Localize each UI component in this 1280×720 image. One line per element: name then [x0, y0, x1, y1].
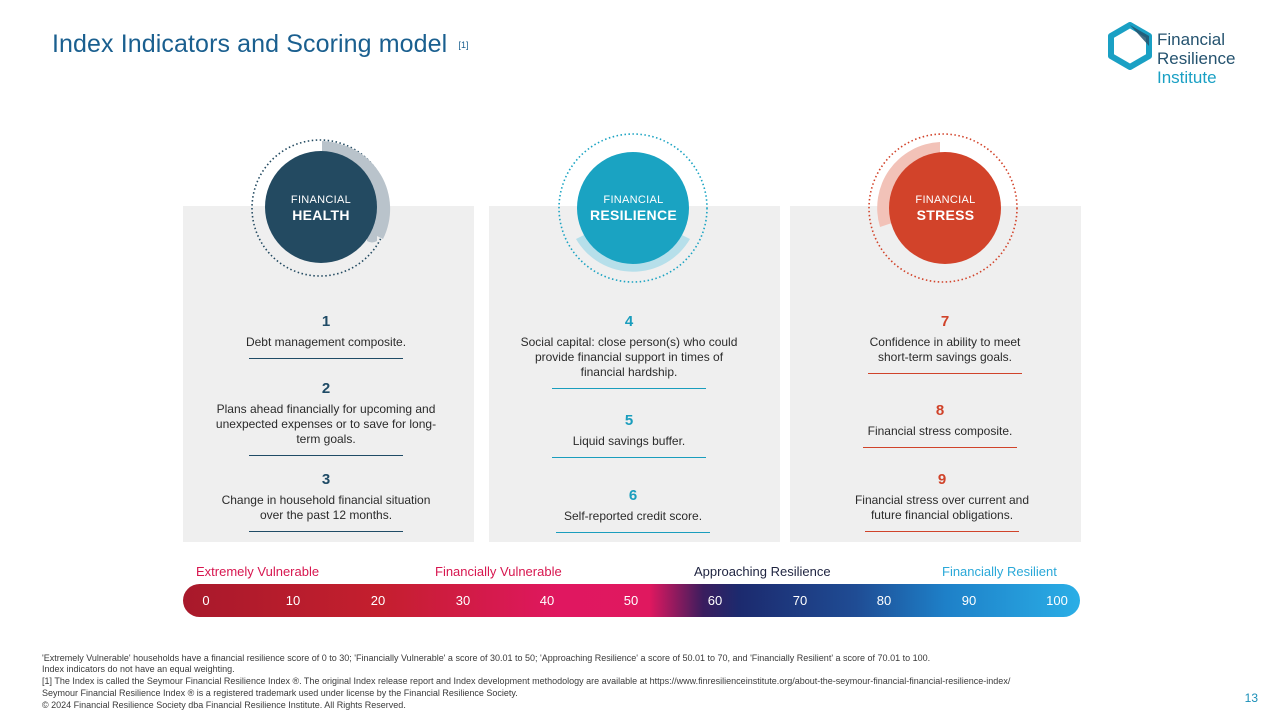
indicator-3: 3 Change in household financial situatio… — [196, 471, 456, 532]
indicator-number: 9 — [937, 471, 947, 488]
indicator-number: 2 — [321, 380, 331, 397]
indicator-number: 3 — [321, 471, 331, 488]
scale-tick: 90 — [961, 593, 977, 608]
indicator-text: Confidence in ability to meet short-term… — [869, 335, 1021, 364]
indicator-divider — [863, 447, 1017, 448]
indicator-text: Change in household financial situation … — [221, 493, 431, 522]
footnote-index-reference[interactable]: [1] The Index is called the Seymour Fina… — [42, 676, 1011, 686]
page-number: 13 — [1244, 691, 1258, 705]
indicator-text: Plans ahead financially for upcoming and… — [215, 402, 437, 446]
indicator-text: Liquid savings buffer. — [572, 434, 686, 448]
category-extremely-vulnerable: Extremely Vulnerable — [196, 564, 320, 579]
footnote-trademark: Seymour Financial Resilience Index ® is … — [42, 688, 518, 698]
category-financially-resilient: Financially Resilient — [942, 564, 1057, 579]
resilience-score-scale-bar — [183, 584, 1080, 617]
indicator-divider — [249, 455, 403, 456]
indicator-text: Financial stress over current and future… — [854, 493, 1030, 522]
scale-tick: 100 — [1046, 593, 1068, 608]
scale-tick: 80 — [876, 593, 892, 608]
logo-line-1: Financial — [1157, 30, 1226, 49]
indicator-number: 7 — [940, 313, 950, 330]
indicator-divider — [865, 531, 1019, 532]
indicator-text: Social capital: close person(s) who coul… — [520, 335, 738, 379]
category-approaching-resilience: Approaching Resilience — [694, 564, 831, 579]
indicator-number: 8 — [935, 402, 945, 419]
indicator-divider — [868, 373, 1022, 374]
scale-tick: 30 — [455, 593, 471, 608]
indicator-divider — [249, 531, 403, 532]
category-financially-vulnerable: Financially Vulnerable — [435, 564, 562, 579]
indicator-8: 8 Financial stress composite. — [810, 402, 1070, 448]
scale-tick: 40 — [539, 593, 555, 608]
indicator-number: 5 — [624, 412, 634, 429]
indicator-number: 4 — [624, 313, 634, 330]
resilience-label-bottom: RESILIENCE — [589, 206, 677, 223]
resilience-ring-graphic — [558, 133, 708, 283]
resilience-label-top: FINANCIAL — [603, 193, 664, 206]
scale-tick: 20 — [370, 593, 386, 608]
stress-label-top: FINANCIAL — [915, 193, 976, 206]
page-title: Index Indicators and Scoring model [1] — [52, 30, 469, 59]
scale-tick: 70 — [792, 593, 808, 608]
financial-health-badge: FINANCIAL HEALTH — [251, 131, 406, 286]
title-footnote-ref[interactable]: [1] — [458, 40, 469, 51]
logo-wordmark: Financial Resilience Institute — [1157, 30, 1235, 87]
health-label-top: FINANCIAL — [290, 193, 352, 206]
indicator-text: Debt management composite. — [245, 335, 407, 349]
page-title-text: Index Indicators and Scoring model — [52, 30, 448, 58]
indicator-6: 6 Self-reported credit score. — [503, 487, 763, 533]
scale-tick: 50 — [623, 593, 639, 608]
indicator-text: Financial stress composite. — [867, 424, 1013, 438]
indicator-number: 1 — [321, 313, 331, 330]
footnote-copyright: © 2024 Financial Resilience Society dba … — [42, 700, 406, 710]
logo-line-2: Resilience — [1157, 49, 1236, 68]
indicator-2: 2 Plans ahead financially for upcoming a… — [192, 380, 460, 456]
scale-tick: 60 — [707, 593, 723, 608]
indicator-7: 7 Confidence in ability to meet short-te… — [815, 313, 1075, 374]
indicator-4: 4 Social capital: close person(s) who co… — [499, 313, 759, 389]
indicator-divider — [249, 358, 403, 359]
hexagon-logo-icon — [1108, 22, 1152, 70]
stress-badge-label: FINANCIAL STRESS — [868, 131, 1023, 286]
financial-resilience-badge: FINANCIAL RESILIENCE — [556, 131, 711, 286]
health-ring-graphic — [251, 139, 391, 277]
institute-logo: Financial Resilience Institute — [1106, 22, 1266, 88]
health-label-bottom: HEALTH — [292, 206, 350, 223]
logo-line-3: Institute — [1157, 68, 1217, 87]
indicator-divider — [556, 532, 710, 533]
footnote-weighting: Index indicators do not have an equal we… — [42, 664, 235, 674]
indicator-5: 5 Liquid savings buffer. — [499, 412, 759, 458]
indicator-9: 9 Financial stress over current and futu… — [812, 471, 1072, 532]
financial-stress-badge: FINANCIAL STRESS — [866, 131, 1021, 286]
indicator-divider — [552, 457, 706, 458]
scale-tick: 10 — [285, 593, 301, 608]
footnote-score-ranges: 'Extremely Vulnerable' households have a… — [42, 653, 931, 663]
indicator-number: 6 — [628, 487, 638, 504]
health-badge-label: FINANCIAL HEALTH — [251, 131, 391, 286]
stress-ring-graphic — [868, 133, 1018, 283]
indicator-text: Self-reported credit score. — [563, 509, 703, 523]
resilience-badge-label: FINANCIAL RESILIENCE — [556, 131, 711, 286]
scale-tick: 0 — [202, 593, 210, 608]
indicator-1: 1 Debt management composite. — [196, 313, 456, 359]
indicator-divider — [552, 388, 706, 389]
stress-label-bottom: STRESS — [916, 206, 975, 223]
